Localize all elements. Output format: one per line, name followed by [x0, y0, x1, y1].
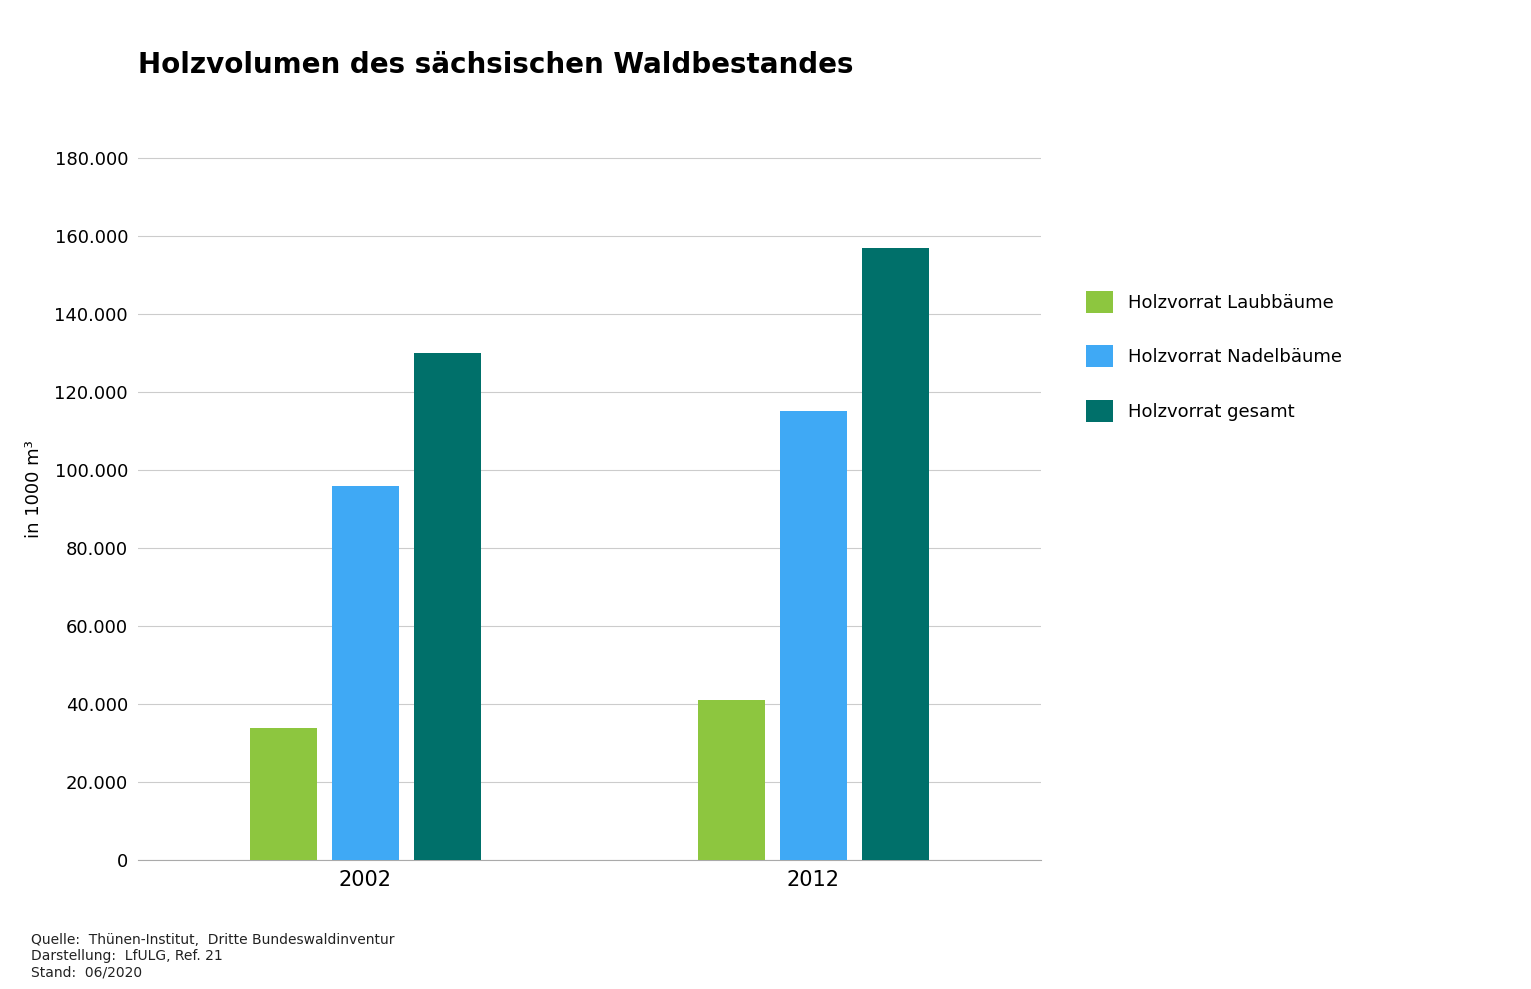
Legend: Holzvorrat Laubbäume, Holzvorrat Nadelbäume, Holzvorrat gesamt: Holzvorrat Laubbäume, Holzvorrat Nadelbä… [1085, 291, 1341, 422]
Bar [413, 353, 481, 860]
Bar [250, 728, 317, 860]
Text: Quelle:  Thünen-Institut,  Dritte Bundeswaldinventur
Darstellung:  LfULG, Ref. 2: Quelle: Thünen-Institut, Dritte Bundeswa… [31, 933, 393, 979]
Y-axis label: in 1000 m³: in 1000 m³ [26, 441, 43, 538]
Bar [862, 247, 929, 860]
Bar [779, 411, 847, 860]
Bar [332, 486, 400, 860]
Bar [698, 700, 766, 860]
Text: Holzvolumen des sächsischen Waldbestandes: Holzvolumen des sächsischen Waldbestande… [138, 51, 853, 79]
